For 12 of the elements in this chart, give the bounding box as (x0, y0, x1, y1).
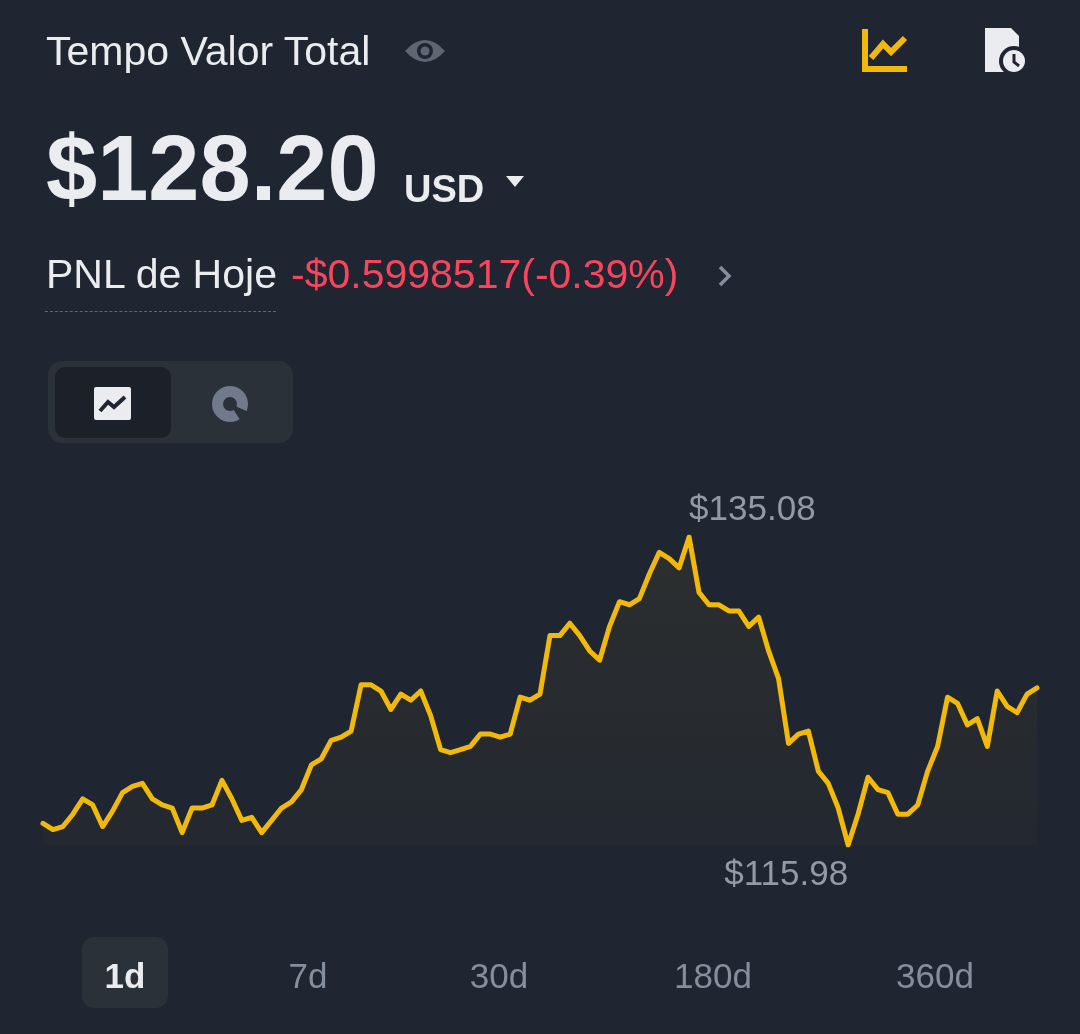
chart-subtitle: $128.20 (46, 117, 379, 219)
chart-title: Tempo Valor Total (46, 28, 371, 74)
text: 7d (288, 956, 328, 995)
text: $115.98 (724, 853, 849, 892)
text: $135.08 (689, 488, 816, 527)
text: 1d (104, 956, 146, 995)
text: PNL de Hoje (46, 251, 277, 297)
text: 180d (674, 956, 752, 995)
text: 360d (896, 956, 974, 995)
text: -$0.5998517(-0.39%) (291, 251, 679, 297)
text: USD (404, 168, 485, 210)
text: 30d (469, 956, 529, 995)
